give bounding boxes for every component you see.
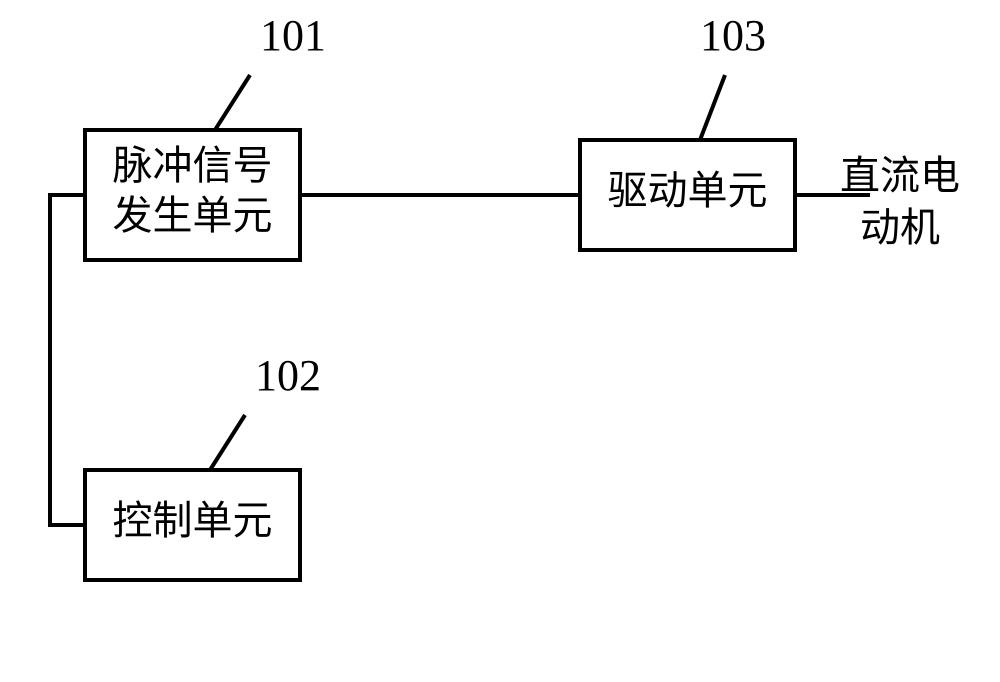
node-pulse-label-line-1: 发生单元	[113, 193, 273, 238]
node-pulse-number: 101	[260, 11, 326, 60]
node-control-number: 102	[255, 351, 321, 400]
node-control-label-line-0: 控制单元	[113, 498, 273, 543]
node-drive-label-line-0: 驱动单元	[608, 168, 768, 213]
output-label-line-0: 直流电	[840, 153, 960, 198]
output-label-line-1: 动机	[860, 205, 940, 250]
node-drive-number: 103	[700, 11, 766, 60]
node-pulse-label-line-0: 脉冲信号	[113, 143, 273, 188]
